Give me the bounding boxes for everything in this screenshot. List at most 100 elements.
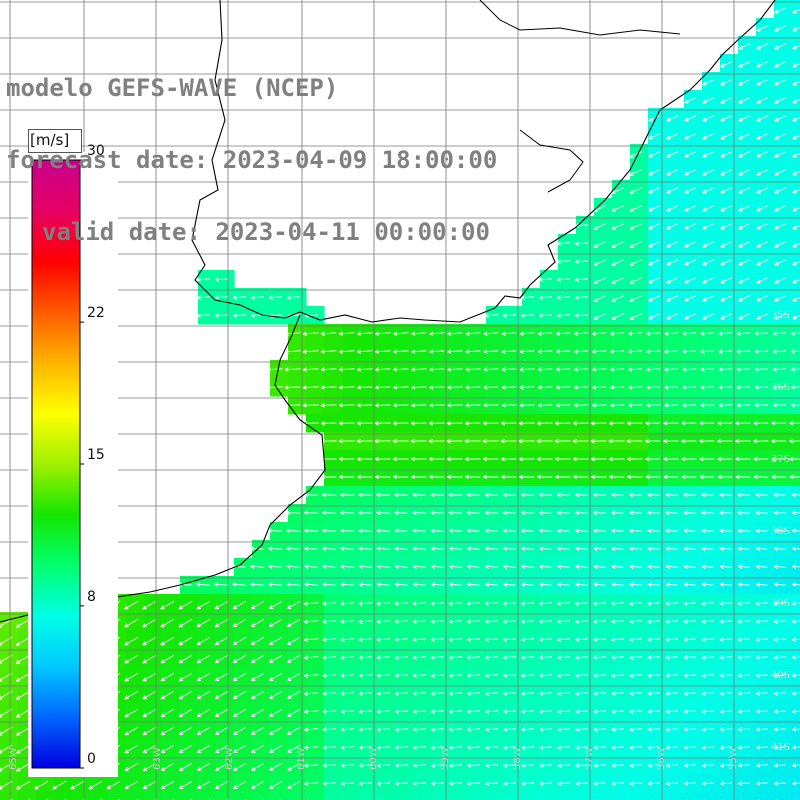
wind-arrow-head — [250, 313, 255, 317]
wind-arrow — [503, 782, 516, 785]
wind-arrow-head — [320, 333, 325, 336]
wind-arrow-head — [756, 315, 760, 320]
wind-arrow-head — [773, 657, 778, 660]
wind-arrow — [375, 404, 391, 406]
wind-arrow — [610, 350, 625, 353]
wind-arrow — [197, 780, 211, 789]
wind-arrow-head — [792, 783, 797, 786]
wind-arrow-head — [774, 81, 778, 86]
wind-arrow-head — [611, 583, 616, 587]
wind-arrow — [756, 223, 768, 230]
wind-arrow-head — [322, 492, 327, 496]
wind-arrow-head — [449, 781, 454, 785]
wind-arrow — [340, 656, 355, 659]
wind-arrow-head — [430, 673, 435, 677]
wind-arrow-head — [539, 565, 544, 569]
wind-arrow-head — [555, 403, 560, 406]
wind-arrow-head — [684, 225, 688, 230]
wind-arrow-head — [756, 783, 761, 786]
wind-arrow — [377, 782, 390, 785]
wind-arrow — [394, 692, 409, 695]
wind-arrow — [503, 764, 516, 767]
wind-arrow — [648, 169, 660, 176]
wind-arrow-head — [537, 333, 542, 336]
wind-arrow-head — [682, 331, 687, 335]
wind-arrow-head — [392, 438, 397, 442]
wind-arrow — [683, 530, 696, 532]
wind-arrow-head — [755, 675, 760, 678]
wind-arrow-head — [178, 677, 182, 682]
wind-arrow-head — [718, 331, 723, 335]
wind-arrow — [683, 583, 696, 586]
wind-arrow-head — [772, 403, 777, 406]
wind-arrow-head — [250, 694, 254, 699]
wind-arrow — [574, 332, 589, 335]
wind-arrow-head — [648, 207, 652, 212]
wind-arrow-head — [539, 583, 544, 587]
wind-arrow — [629, 565, 642, 568]
wind-arrow-head — [626, 422, 631, 426]
wind-arrow-head — [665, 709, 670, 713]
wind-arrow — [737, 692, 750, 695]
wind-arrow — [539, 710, 552, 713]
field-cell — [486, 792, 505, 800]
wind-arrow — [539, 296, 553, 299]
wind-arrow-head — [521, 675, 526, 678]
wind-arrow — [756, 277, 768, 284]
wind-arrow-head — [160, 731, 164, 735]
wind-arrow-head — [753, 458, 758, 462]
wind-arrow-head — [501, 367, 506, 371]
field-cell — [540, 792, 559, 800]
wind-arrow-head — [719, 619, 724, 623]
wind-arrow-head — [575, 564, 580, 567]
wind-arrow-head — [449, 763, 453, 767]
wind-arrow-head — [466, 621, 471, 624]
wind-arrow — [179, 780, 193, 790]
wind-arrow-head — [627, 474, 632, 478]
wind-arrow — [684, 782, 696, 785]
wind-arrow-head — [485, 763, 490, 767]
wind-arrow-head — [575, 729, 580, 732]
wind-arrow-head — [574, 261, 579, 264]
wind-arrow-head — [664, 404, 669, 408]
wind-arrow — [214, 600, 229, 610]
wind-arrow — [286, 565, 301, 568]
wind-arrow — [719, 638, 732, 641]
wind-arrow-head — [520, 297, 525, 300]
wind-arrow — [791, 350, 800, 353]
wind-arrow — [503, 548, 516, 550]
wind-arrow-head — [735, 474, 740, 478]
wind-arrow — [359, 746, 373, 749]
wind-arrow-head — [557, 548, 562, 551]
wind-arrow — [320, 386, 337, 389]
wind-arrow-head — [575, 711, 580, 714]
wind-arrow-head — [124, 749, 128, 754]
wind-arrow-head — [538, 601, 543, 605]
wind-arrow-head — [792, 546, 797, 549]
wind-arrow-head — [611, 619, 616, 623]
wind-arrow — [593, 565, 606, 568]
wind-arrow-head — [539, 637, 543, 641]
wind-arrow-head — [358, 619, 363, 623]
wind-arrow-head — [557, 564, 562, 567]
wind-arrow-head — [575, 691, 580, 695]
wind-arrow-head — [124, 605, 128, 610]
wind-arrow — [557, 278, 571, 281]
wind-arrow-head — [485, 582, 490, 585]
wind-arrow-head — [593, 546, 598, 549]
wind-arrow — [666, 133, 678, 140]
wind-arrow — [467, 728, 480, 731]
field-cell — [612, 792, 631, 800]
wind-arrow — [485, 674, 498, 677]
wind-arrow-head — [593, 729, 598, 732]
wind-arrow-head — [464, 458, 469, 462]
wind-arrow — [303, 602, 319, 605]
wind-arrow — [394, 530, 409, 532]
wind-arrow-head — [554, 422, 559, 426]
wind-arrow — [357, 386, 373, 389]
wind-arrow — [196, 600, 211, 610]
wind-arrow — [269, 780, 283, 789]
wind-arrow — [557, 656, 570, 659]
wind-arrow-head — [683, 601, 688, 605]
wind-arrow — [124, 780, 139, 790]
